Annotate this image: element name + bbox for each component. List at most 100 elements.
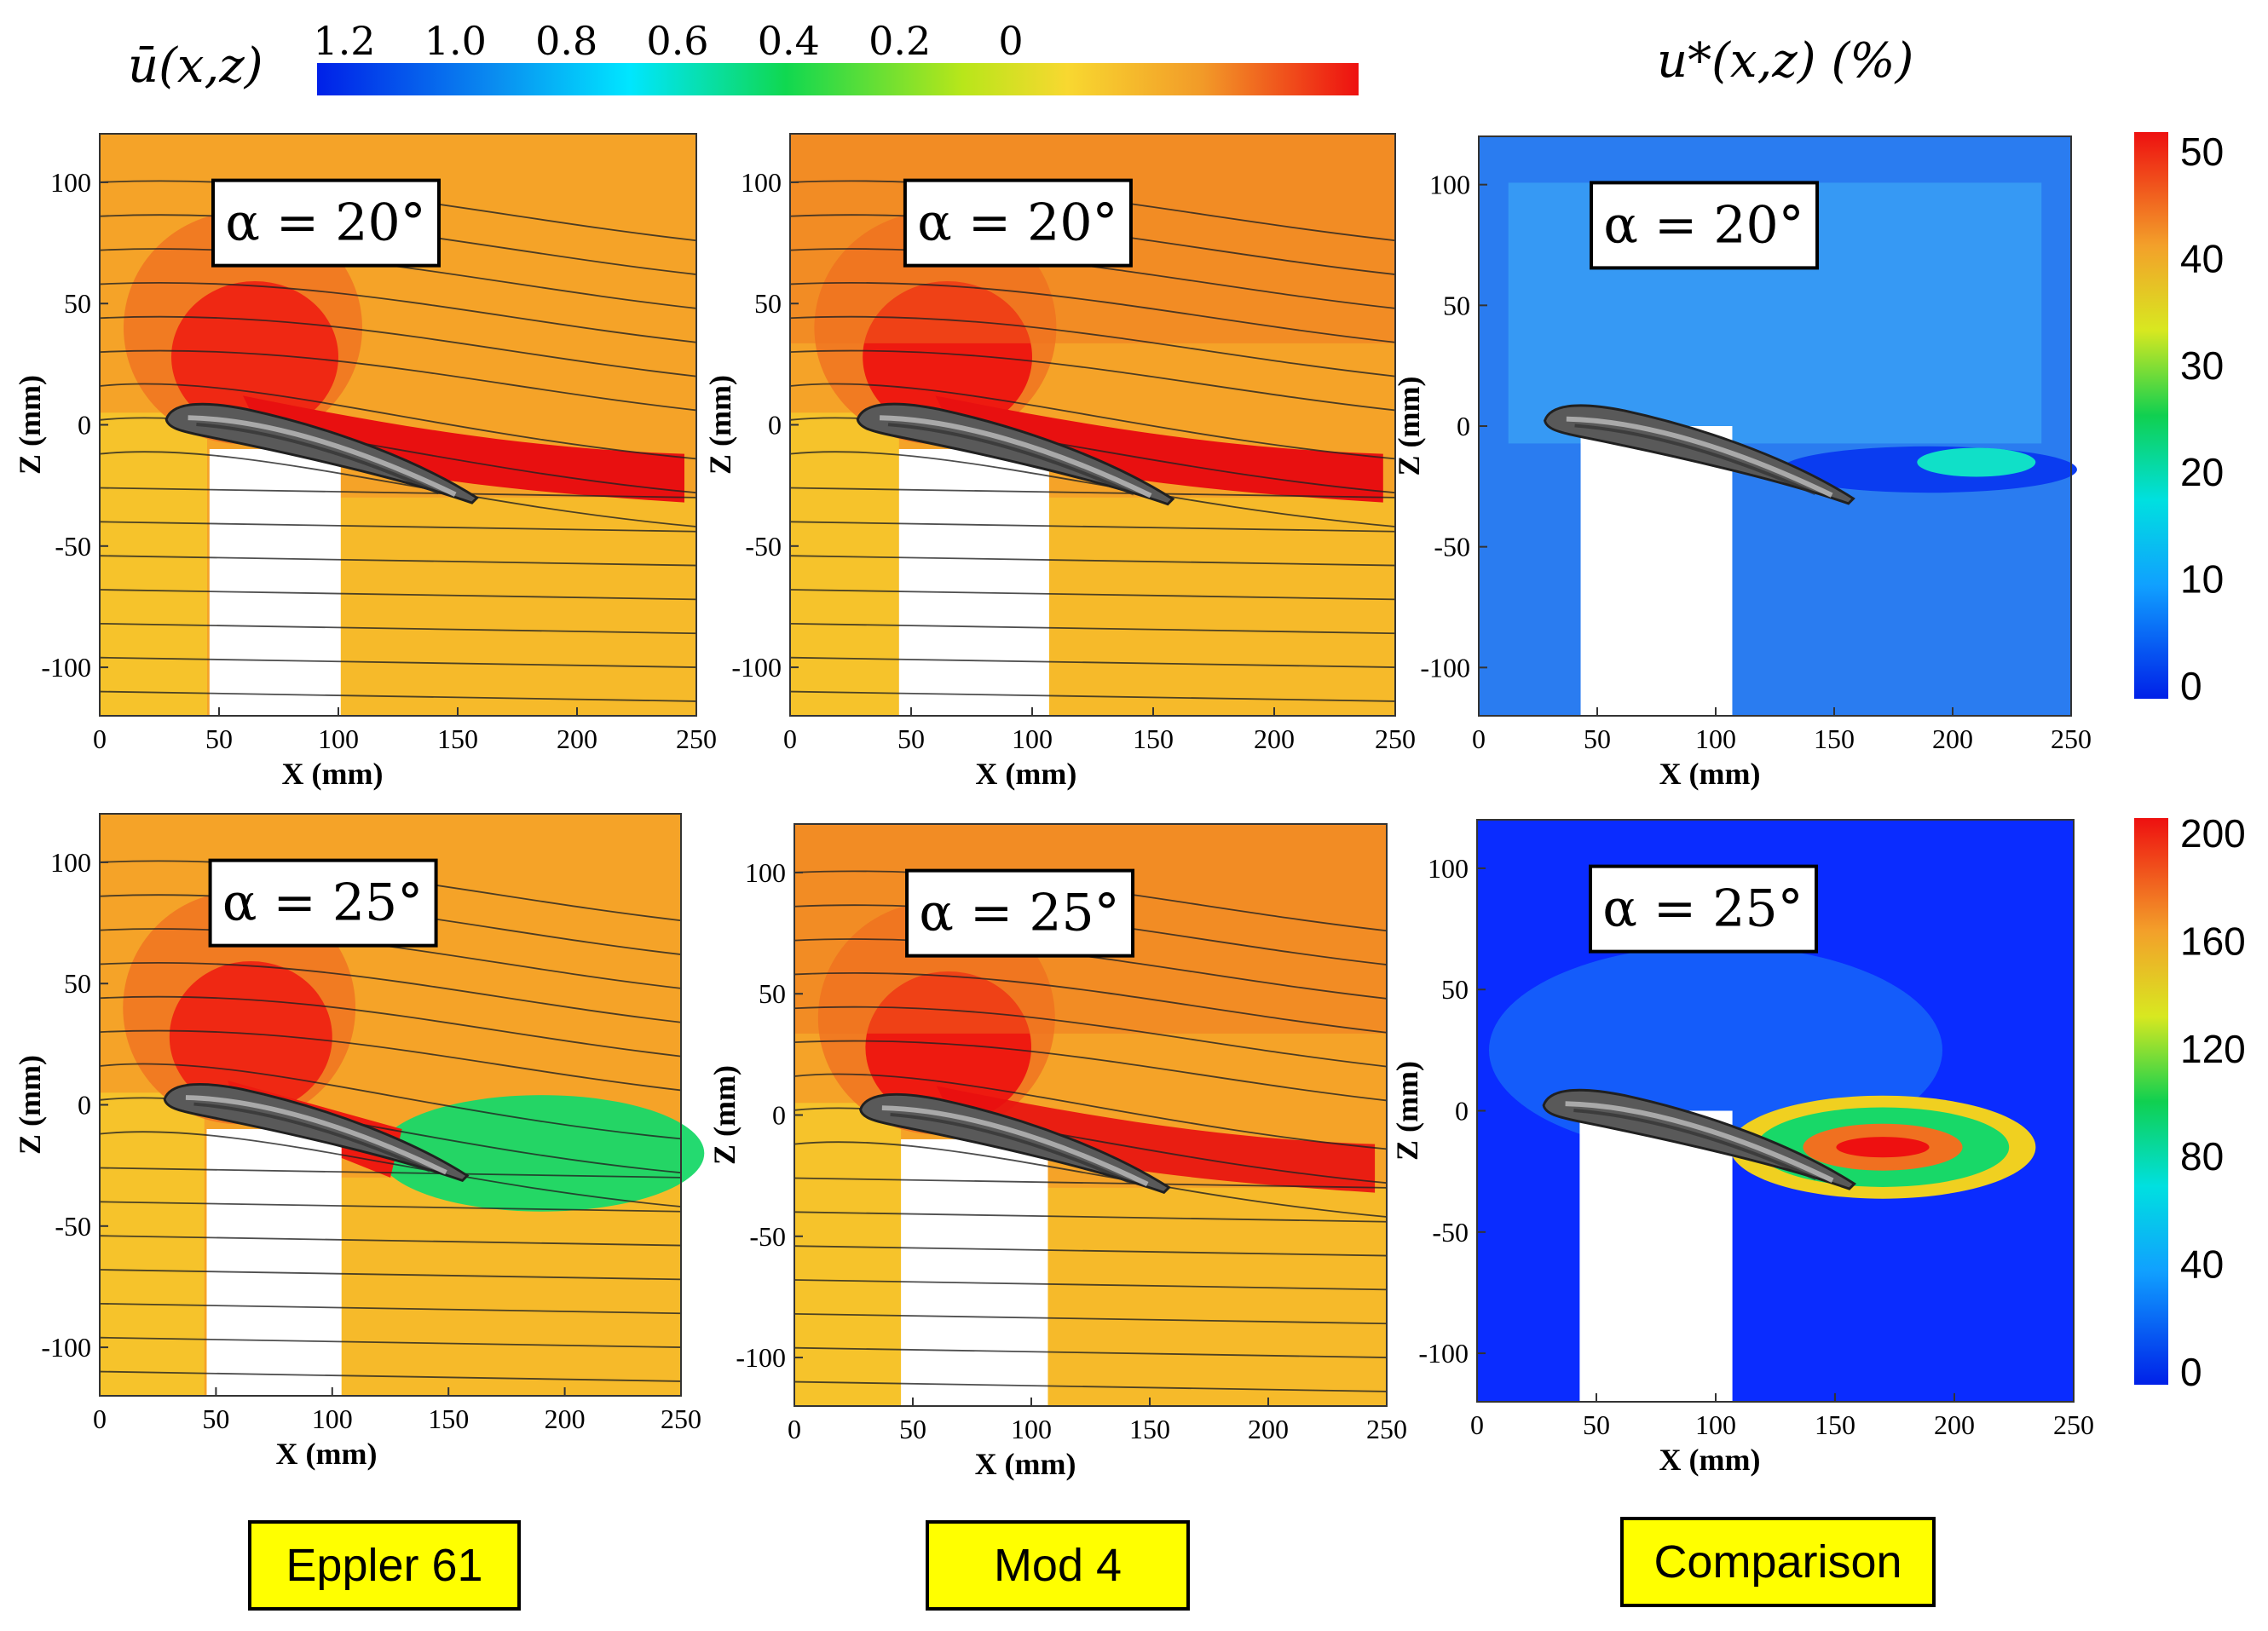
streamline	[99, 1269, 682, 1281]
y-axis-label: Z (mm)	[13, 375, 47, 475]
x-tick-label: 50	[1584, 723, 1611, 754]
field-region	[169, 961, 332, 1113]
aoa-label-box	[211, 178, 441, 268]
streamline	[789, 487, 1396, 499]
y-tick-label: 0	[78, 410, 91, 441]
streamline	[99, 281, 697, 343]
percent-tick-label: 40	[2180, 1242, 2224, 1287]
percent-tick-label: 50	[2180, 130, 2224, 174]
aoa-label-box	[208, 858, 438, 948]
x-tick-label: 50	[899, 1414, 926, 1444]
y-tick-label: 50	[64, 288, 91, 319]
x-tick-label: 100	[318, 723, 359, 754]
y-tick-label: 50	[759, 978, 786, 1009]
y-tick-label: -50	[55, 531, 91, 562]
x-tick-label: 100	[1011, 1414, 1052, 1444]
field-region	[863, 281, 1032, 433]
x-tick-label: 150	[1814, 723, 1855, 754]
y-tick-label: 50	[1443, 290, 1470, 320]
panel-1: 0 50 100 150 200 250 100 50 0 -50 -100 X (mm) Z (mm)…	[13, 133, 717, 791]
x-tick-label: 50	[897, 723, 925, 754]
percent-tick-label: 120	[2180, 1027, 2246, 1071]
velocity-colorbar	[317, 63, 1359, 95]
model-support	[1579, 1110, 1733, 1403]
x-axis-label: X (mm)	[1659, 1443, 1761, 1477]
streamline	[99, 995, 682, 1058]
aoa-label: α = 20°	[917, 193, 1117, 253]
x-tick-label: 0	[788, 1414, 801, 1444]
x-axis-label: X (mm)	[276, 1437, 378, 1471]
streamline	[99, 656, 697, 668]
velocity-tick-label: 0.2	[869, 18, 931, 64]
y-tick-label: -100	[1420, 652, 1470, 683]
field-region	[338, 497, 696, 716]
streamline	[99, 1167, 682, 1179]
y-tick-label: 100	[745, 857, 786, 888]
x-tick-label: 0	[1472, 723, 1486, 754]
streamline	[789, 690, 1396, 702]
wake-region	[935, 395, 1383, 503]
y-tick-label: 50	[1441, 974, 1469, 1005]
field-region	[100, 412, 207, 716]
x-tick-label: 50	[202, 1403, 229, 1434]
y-tick-label: 100	[1429, 170, 1470, 200]
x-tick-label: 200	[557, 723, 597, 754]
y-tick-label: -50	[1432, 1217, 1469, 1248]
streamline	[794, 1279, 1388, 1291]
x-tick-label: 250	[2051, 723, 2092, 754]
percent-tick-label: 10	[2180, 557, 2224, 602]
field-region	[865, 971, 1031, 1123]
percent-tick-label: 80	[2180, 1134, 2224, 1179]
streamline	[99, 1063, 682, 1140]
y-tick-label: 50	[64, 968, 91, 999]
aoa-label-box	[1589, 864, 1818, 954]
streamline	[99, 555, 697, 567]
comparison-colorbar-symbol: u*(x,z) (%)	[1657, 33, 1913, 89]
percent-tick-label: 160	[2180, 919, 2246, 963]
streamline	[789, 349, 1396, 412]
panel-2: 0 50 100 150 200 250 100 50 0 -50 -100 X (mm) Z (mm)…	[703, 133, 1416, 791]
y-tick-label: 0	[1455, 1096, 1469, 1127]
x-tick-label: 0	[783, 723, 797, 754]
streamline	[99, 1302, 682, 1315]
model-support	[1580, 426, 1733, 718]
caption-mod4: Mod 4	[926, 1520, 1190, 1611]
x-tick-label: 200	[1248, 1414, 1289, 1444]
aoa-label: α = 20°	[225, 193, 425, 253]
streamline	[99, 589, 697, 601]
x-axis-label: X (mm)	[975, 757, 1076, 791]
x-tick-label: 200	[545, 1403, 586, 1434]
field-region	[1917, 447, 2036, 477]
y-tick-label: 0	[768, 410, 782, 441]
streamline	[794, 1006, 1388, 1068]
percent-colorbar-ticks: 50 40 30 20 10 0 200 160 120 80 40 0	[2180, 130, 2246, 1394]
y-axis-label: Z (mm)	[1390, 1061, 1424, 1161]
velocity-colorbar-ticks: 1.2 1.0 0.8 0.6 0.4 0.2 0	[313, 18, 1023, 64]
x-axis-label: X (mm)	[282, 757, 384, 791]
aoa-label-box	[903, 178, 1133, 268]
streamline	[789, 315, 1396, 377]
x-tick-label: 150	[1133, 723, 1174, 754]
streamline	[789, 656, 1396, 668]
field-region	[171, 281, 338, 433]
panel-6: 0 50 100 150 200 250 100 50 0 -50 -100 X (mm) Z (mm)…	[1390, 819, 2094, 1477]
x-axis-label: X (mm)	[975, 1447, 1076, 1481]
velocity-tick-label: 1.0	[424, 18, 487, 64]
velocity-tick-label: 0	[998, 18, 1023, 64]
percent-colorbar-row1	[2134, 132, 2168, 699]
aoa-label-box	[905, 868, 1135, 958]
y-tick-label: 100	[741, 167, 782, 198]
streamline	[789, 521, 1396, 533]
model-support	[898, 448, 1049, 718]
y-axis-label: Z (mm)	[1392, 377, 1426, 476]
streamline	[99, 961, 682, 1023]
velocity-tick-label: 1.2	[313, 18, 375, 64]
aoa-label: α = 20°	[1603, 195, 1803, 255]
streamline	[99, 487, 697, 499]
field-region	[790, 412, 899, 716]
y-tick-label: 100	[1428, 853, 1469, 884]
streamline	[789, 281, 1396, 343]
field-region	[1031, 1187, 1387, 1406]
streamline	[794, 1380, 1388, 1392]
